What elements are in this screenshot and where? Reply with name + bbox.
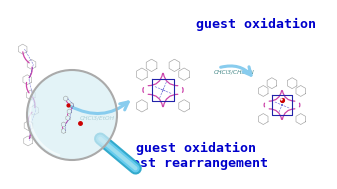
Text: guest oxidation: guest oxidation bbox=[196, 18, 316, 31]
Text: guest oxidation: guest oxidation bbox=[136, 142, 256, 155]
Text: CHCl3/CH3CN: CHCl3/CH3CN bbox=[214, 70, 254, 74]
Text: host rearrangement: host rearrangement bbox=[124, 157, 268, 170]
Text: CHCl3/EtOH: CHCl3/EtOH bbox=[80, 115, 115, 121]
Circle shape bbox=[27, 70, 117, 160]
